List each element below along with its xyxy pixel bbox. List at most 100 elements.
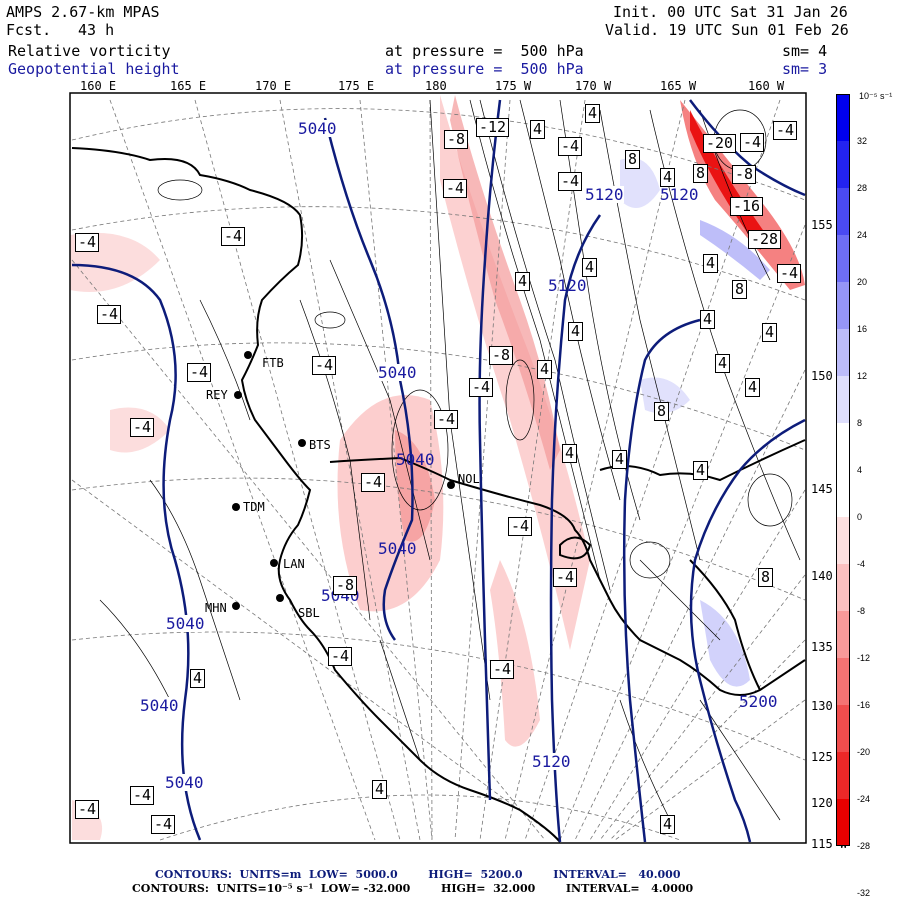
vort-box: 4 — [372, 780, 388, 799]
vort-box: -4 — [740, 133, 765, 152]
vort-box: 8 — [654, 402, 670, 421]
height-label: 5040 — [298, 119, 337, 138]
vort-box: 4 — [530, 120, 546, 139]
vort-box: -4 — [75, 233, 100, 252]
colorbar-tick-label: -20 — [857, 747, 871, 757]
vort-box: 4 — [703, 254, 719, 273]
height-contours — [71, 99, 806, 843]
colorbar-swatch — [836, 470, 850, 518]
lon-label: 160 W — [748, 79, 785, 93]
field-vorticity-smoothing: sm= 4 — [782, 42, 828, 60]
vort-box: 4 — [745, 378, 761, 397]
colorbar-tick-label: 28 — [857, 183, 868, 193]
lon-label: 170 E — [255, 79, 292, 93]
colorbar-tick-label: -24 — [857, 794, 871, 804]
colorbar-swatch — [836, 564, 850, 612]
colorbar-tick-label: 32 — [857, 136, 868, 146]
colorbar-swatch — [836, 611, 850, 659]
vort-box: -8 — [444, 130, 469, 149]
station-dots — [232, 351, 455, 610]
colorbar-tick-label: 0 — [857, 512, 863, 522]
vort-box: -16 — [730, 197, 764, 216]
vort-box: -4 — [187, 363, 212, 382]
field-vorticity-name: Relative vorticity — [8, 42, 171, 60]
lon-label: 160 E — [80, 79, 117, 93]
vort-box: -4 — [328, 647, 353, 666]
height-label: 5040 — [378, 539, 417, 558]
vort-box: 4 — [582, 258, 598, 277]
vort-box: -12 — [476, 118, 510, 137]
field-height-name: Geopotential height — [8, 60, 180, 78]
vort-box: 8 — [693, 164, 709, 183]
colorbar-swatch — [836, 188, 850, 236]
colorbar-tick-label: -12 — [857, 653, 871, 663]
init-time: Init. 00 UTC Sat 31 Jan 26 — [613, 3, 848, 21]
colorbar-swatch — [836, 376, 850, 424]
colorbar — [836, 94, 850, 846]
height-label: 5120 — [548, 276, 587, 295]
vort-box: 4 — [693, 461, 709, 480]
forecast-hour: 43 h — [78, 21, 115, 39]
lon-label: 165 E — [170, 79, 207, 93]
station-label: SBL — [298, 606, 320, 620]
colorbar-tick-label: 12 — [857, 371, 868, 381]
colorbar-swatch — [836, 329, 850, 377]
station-label: MHN — [205, 601, 227, 615]
lon-label: 175 W — [495, 79, 532, 93]
lon-label: 165 W — [660, 79, 697, 93]
vort-box: 4 — [537, 360, 553, 379]
vort-box: 4 — [715, 354, 731, 373]
colorbar-swatch — [836, 282, 850, 330]
vort-box: -4 — [777, 264, 802, 283]
vort-box: -4 — [151, 815, 176, 834]
vort-box: -8 — [489, 346, 514, 365]
vort-box: 4 — [660, 168, 676, 187]
valid-time: Valid. 19 UTC Sun 01 Feb 26 — [605, 21, 849, 39]
colorbar-swatch — [836, 658, 850, 706]
colorbar-swatch — [836, 705, 850, 753]
colorbar-swatch — [836, 752, 850, 800]
height-label: 5200 — [739, 692, 778, 711]
colorbar-tick-label: 20 — [857, 277, 868, 287]
vort-box: 4 — [562, 444, 578, 463]
field-height-level: at pressure = 500 hPa — [385, 60, 584, 78]
height-contour-info: CONTOURS: UNITS=m LOW= 5000.0 HIGH= 5200… — [155, 868, 681, 881]
station-label: NOL — [458, 472, 480, 486]
graticule — [71, 99, 806, 841]
vorticity-contour-info: CONTOURS: UNITS=10⁻⁵ s⁻¹ LOW= -32.000 HI… — [132, 882, 694, 895]
height-label: 5120 — [585, 185, 624, 204]
vort-box: -4 — [312, 356, 337, 375]
vort-box: -20 — [703, 134, 737, 153]
lon-label: 180 — [425, 79, 447, 93]
vort-box: 4 — [612, 450, 628, 469]
height-label: 5040 — [165, 773, 204, 792]
colorbar-tick-label: -16 — [857, 700, 871, 710]
colorbar-tick-label: 16 — [857, 324, 868, 334]
vorticity-contours — [99, 99, 801, 821]
station-label: TDM — [243, 500, 265, 514]
vort-box: 4 — [762, 323, 778, 342]
colorbar-tick-label: -8 — [857, 606, 866, 616]
colorbar-tick-label: 4 — [857, 465, 863, 475]
colorbar-tick-label: -28 — [857, 841, 871, 851]
height-label: 5040 — [166, 614, 205, 633]
vort-box: 8 — [732, 280, 748, 299]
vort-box: -28 — [748, 230, 782, 249]
colorbar-swatch — [836, 94, 850, 142]
vort-box: 8 — [758, 568, 774, 587]
height-label: 5120 — [660, 185, 699, 204]
vort-box: -8 — [333, 576, 358, 595]
vort-box: 4 — [660, 815, 676, 834]
vort-box: 4 — [568, 322, 584, 341]
station-label: FTB — [262, 356, 284, 370]
colorbar-swatch — [836, 799, 850, 846]
colorbar-swatch — [836, 423, 850, 471]
lon-label: 170 W — [575, 79, 612, 93]
colorbar-swatch — [836, 517, 850, 565]
vort-box: 8 — [625, 150, 641, 169]
vort-box: -4 — [75, 800, 100, 819]
colorbar-swatch — [836, 235, 850, 283]
height-label: 5040 — [140, 696, 179, 715]
vort-box: -4 — [558, 172, 583, 191]
